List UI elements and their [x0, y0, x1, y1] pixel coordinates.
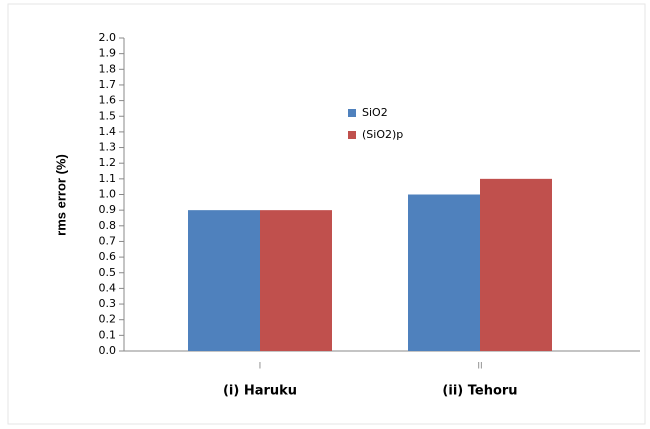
- y-tick-label: 0.5: [99, 266, 117, 279]
- y-tick-label: 1.9: [99, 47, 117, 60]
- category-name: (i) Haruku: [223, 384, 297, 399]
- y-tick-label: 0.2: [99, 313, 117, 326]
- y-tick-label: 1.1: [99, 172, 117, 185]
- legend-swatch: [348, 109, 356, 117]
- y-tick-label: 1.0: [99, 188, 117, 201]
- bar: [480, 178, 552, 351]
- bar: [188, 210, 260, 351]
- legend-label: SiO2: [362, 106, 388, 119]
- x-tick-label: II: [477, 362, 482, 372]
- y-tick-label: 0.4: [99, 281, 117, 294]
- y-tick-label: 0.0: [99, 344, 117, 357]
- y-tick-label: 2.0: [99, 31, 117, 44]
- category-name: (ii) Tehoru: [442, 384, 517, 399]
- y-tick-label: 0.6: [99, 250, 117, 263]
- y-tick-label: 0.9: [99, 203, 117, 216]
- y-tick-label: 0.7: [99, 234, 117, 247]
- legend-swatch: [348, 131, 356, 139]
- bar: [408, 194, 480, 351]
- y-tick-label: 0.1: [99, 328, 117, 341]
- y-tick-label: 1.4: [99, 125, 117, 138]
- y-tick-label: 0.3: [99, 297, 117, 310]
- x-tick-label: I: [259, 362, 262, 372]
- y-tick-label: 1.2: [99, 156, 117, 169]
- y-tick-label: 1.3: [99, 141, 117, 154]
- y-axis-label: rms error (%): [53, 154, 68, 236]
- y-tick-label: 1.6: [99, 94, 117, 107]
- y-tick-label: 1.8: [99, 62, 117, 75]
- legend-label: (SiO2)p: [362, 128, 403, 141]
- y-tick-label: 1.7: [99, 78, 117, 91]
- y-tick-label: 0.8: [99, 219, 117, 232]
- y-tick-label: 1.5: [99, 109, 117, 122]
- bar: [260, 210, 332, 351]
